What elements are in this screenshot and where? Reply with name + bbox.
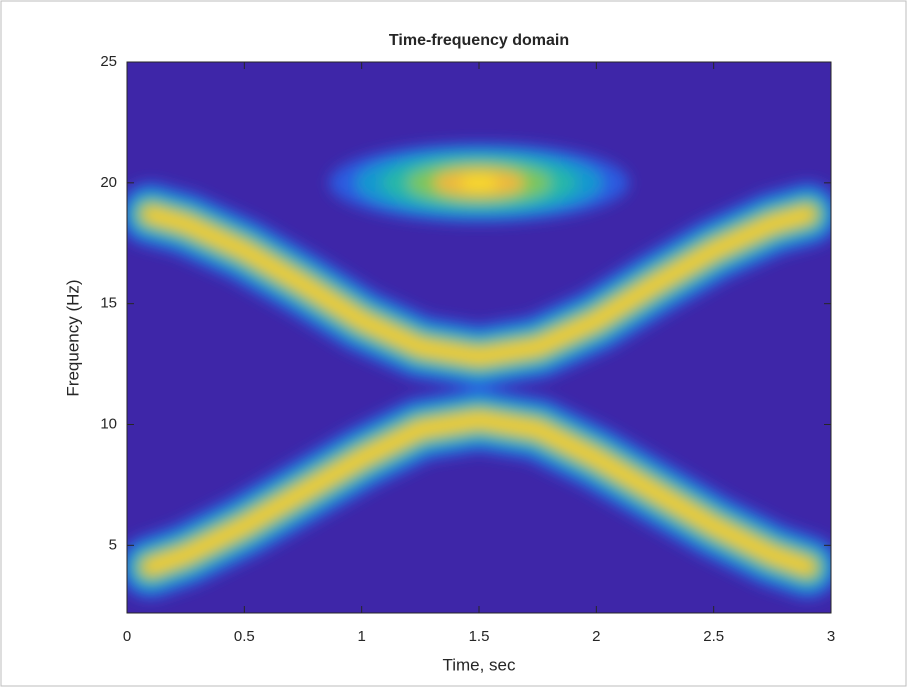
ridge [147, 416, 811, 571]
x-tick-label: 3 [827, 628, 835, 645]
plot-area [127, 142, 831, 600]
x-tick-label: 0 [123, 628, 131, 645]
y-tick-label: 20 [100, 174, 117, 191]
chart-title: Time-frequency domain [389, 32, 569, 49]
y-tick-label: 10 [100, 415, 117, 432]
x-tick-label: 2.5 [703, 628, 724, 645]
y-tick-label: 15 [100, 295, 117, 312]
ridge [147, 210, 811, 361]
x-tick-label: 1 [357, 628, 365, 645]
x-tick-label: 1.5 [469, 628, 490, 645]
x-tick-label: 0.5 [234, 628, 255, 645]
intensity [127, 142, 831, 600]
x-tick-label: 2 [592, 628, 600, 645]
y-tick-label: 5 [109, 536, 117, 553]
x-axis-label: Time, sec [442, 655, 516, 674]
y-tick-label: 25 [100, 53, 117, 70]
y-axis-label: Frequency (Hz) [63, 279, 82, 396]
peak [459, 175, 499, 191]
